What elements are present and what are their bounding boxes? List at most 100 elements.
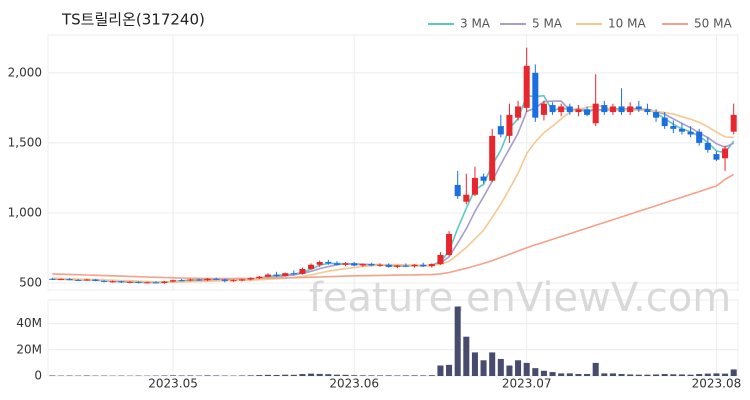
candle-body [213,278,220,280]
volume-bar [670,374,677,376]
candle-body [687,131,694,135]
volume-bar [446,364,453,376]
volume-bar [627,374,634,376]
candle-body [342,263,349,265]
candle-body [118,281,125,283]
candle-body [325,261,332,264]
candle-body [351,263,358,266]
candle-body [644,109,651,113]
candle-body [653,112,660,118]
candle-body [566,106,573,113]
candle-body [195,279,202,281]
volume-bar [325,374,332,376]
candle-body [385,264,392,267]
ma-line [52,173,735,280]
x-tick-label: 2023.08 [692,377,742,391]
volume-bar [402,375,409,376]
candle-body [230,280,237,282]
candle-body [515,106,522,118]
volume-bar [730,369,737,376]
volume-bar [256,375,263,376]
volume-bar [290,374,297,376]
volume-bar [471,352,478,376]
y2-tick-label: 20M [16,342,42,356]
volume-bar [704,373,711,376]
x-tick-label: 2023.07 [502,377,552,391]
ma-line [52,94,735,284]
candle-body [66,279,73,281]
chart-title: TS트릴리온(317240) [61,11,205,29]
volume-bar [678,374,685,376]
volume-bar [316,373,323,376]
volume-bar [161,375,168,376]
candle-body [480,176,487,181]
candle-body [377,264,384,266]
candle-body [247,278,254,280]
volume-bar [170,375,177,376]
volume-bar [687,374,694,376]
volume-bar [506,365,513,376]
y2-tick-label: 0 [34,369,42,383]
candle-body [316,261,323,265]
candle-body [57,279,64,281]
candle-body [540,103,547,115]
volume-bar [480,360,487,376]
candle-body [394,265,401,267]
candle-body [584,109,591,115]
candle-body [592,103,599,124]
volume-bar [420,375,427,376]
volume-bar [178,375,185,376]
candle-body [428,264,435,267]
volume-bar [351,375,358,376]
candle-body [109,281,116,283]
y-tick-label: 500 [19,275,42,289]
candle-body [75,279,82,281]
candle-body [471,177,478,195]
volume-bar [187,375,194,376]
candle-body [609,106,616,113]
volume-bar [575,374,582,376]
candle-body [221,279,228,281]
legend-label: 10 MA [608,17,646,31]
legend-label: 5 MA [532,17,563,31]
candle-body [256,276,263,279]
candle-body [170,280,177,282]
candle-body [722,148,729,159]
volume-bar [661,374,668,376]
candle-body [187,279,194,281]
volume-bar [437,365,444,376]
volume-bar [213,375,220,376]
volume-bar [333,374,340,376]
volume-bar [644,374,651,376]
candle-body [299,268,306,274]
candle-body [92,279,99,281]
candle-body [290,273,297,275]
y-tick-label: 2,000 [8,65,42,79]
candle-body [101,280,108,282]
volume-bar [282,374,289,376]
volume-bar [722,373,729,376]
candle-body [497,126,504,135]
candle-body [549,105,556,113]
candle-body [454,184,461,197]
volume-bar [83,375,90,376]
candle-body [420,264,427,267]
candle-body [333,263,340,265]
volume-bar [411,375,418,376]
watermark: feature.enViewV.com [309,275,731,321]
candle-body [368,264,375,266]
volume-bar [609,373,616,376]
y2-tick-label: 40M [16,316,42,330]
candle-body [402,265,409,267]
volume-bar [239,375,246,376]
volume-bar [342,374,349,376]
ma-line [52,100,735,284]
volume-bar [566,373,573,376]
candle-body [704,142,711,150]
candle-body [359,264,366,266]
candle-body [627,106,634,113]
candle-body [661,117,668,127]
candle-body [523,65,530,108]
y-tick-label: 1,500 [8,135,42,149]
